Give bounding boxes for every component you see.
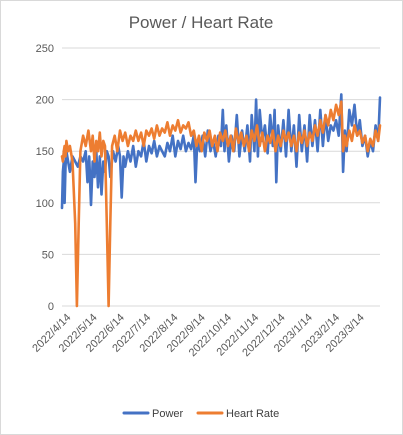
- gridlines: [62, 47, 380, 307]
- y-tick-label: 0: [48, 301, 54, 313]
- y-tick-label: 200: [36, 95, 54, 107]
- x-axis-tick-labels: 2022/4/142022/5/142022/6/142022/7/142022…: [30, 312, 366, 359]
- legend-item-power-label: Power: [152, 408, 184, 420]
- y-tick-label: 100: [36, 198, 54, 210]
- legend-item-heart-rate-label: Heart Rate: [226, 408, 279, 420]
- y-tick-label: 150: [36, 146, 54, 158]
- series-lines: [60, 93, 382, 308]
- y-tick-label: 250: [36, 43, 54, 55]
- y-tick-label: 50: [42, 249, 54, 261]
- series-line-heart-rate: [60, 100, 382, 308]
- chart-title: Power / Heart Rate: [129, 13, 274, 32]
- y-axis-tick-labels: 0 50 100 150 200 250: [36, 43, 54, 313]
- legend: Power Heart Rate: [122, 408, 279, 420]
